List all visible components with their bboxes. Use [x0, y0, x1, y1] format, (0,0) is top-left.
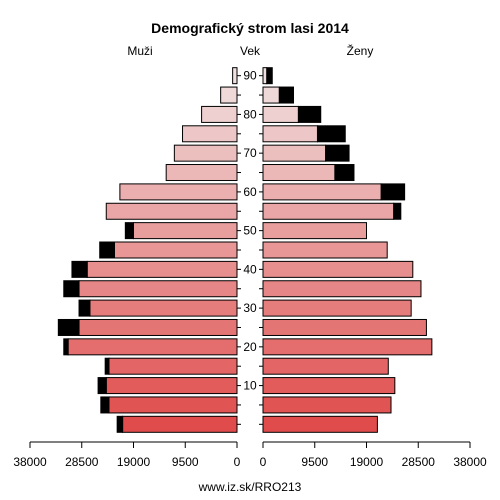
female-excess-bar-75-79: [316, 125, 346, 143]
female-bar-70-74: [262, 144, 327, 162]
male-bar-70-74: [173, 144, 238, 162]
male-excess-bar-30-34: [78, 299, 91, 317]
axes-layer: 38000 28500 19000 9500 0 0 9500 19000 28500 38000…: [13, 69, 487, 469]
male-bar-45-49: [113, 241, 238, 259]
age-tick-label: 20: [243, 340, 257, 354]
left-label: Muži: [127, 44, 152, 58]
female-excess-bar-65-69: [334, 164, 355, 182]
male-bar-55-59: [105, 202, 238, 220]
male-bar-30-34: [89, 299, 238, 317]
female-bar-15-19: [262, 357, 389, 375]
age-tick-label: 10: [243, 379, 257, 393]
male-bar-85-89: [220, 86, 238, 104]
right-label: Ženy: [347, 43, 374, 58]
age-tick-label: 90: [243, 69, 257, 83]
right-x-tick-label: 28500: [402, 455, 436, 469]
right-x-tick-label: 38000: [453, 455, 487, 469]
male-bar-35-39: [78, 280, 238, 298]
male-excess-bar-20-24: [63, 338, 69, 356]
female-excess-bar-85-89: [278, 86, 295, 104]
right-x-tick-label: 9500: [301, 455, 328, 469]
female-bar-55-59: [262, 202, 395, 220]
female-bar-60-64: [262, 183, 382, 201]
female-bar-85-89: [262, 86, 280, 104]
age-tick-label: 60: [243, 185, 257, 199]
source-label: www.iz.sk/RRO213: [198, 480, 302, 494]
male-excess-bar-25-29: [57, 318, 80, 336]
left-x-tick-label: 38000: [13, 455, 47, 469]
female-bar-50-54: [262, 222, 367, 240]
female-bar-5-9: [262, 396, 392, 414]
male-excess-bar-50-54: [124, 222, 135, 240]
female-bar-90+: [262, 67, 268, 85]
female-bar-75-79: [262, 125, 318, 143]
male-bar-5-9: [108, 396, 238, 414]
female-bar-0-4: [262, 415, 378, 433]
male-excess-bar-35-39: [63, 280, 80, 298]
female-bar-65-69: [262, 164, 336, 182]
female-excess-bar-80-84: [297, 105, 322, 123]
male-excess-bar-10-14: [97, 377, 107, 395]
female-bar-45-49: [262, 241, 388, 259]
male-excess-bar-0-4: [116, 415, 124, 433]
female-excess-bar-60-64: [380, 183, 406, 201]
male-excess-bar-45-49: [99, 241, 115, 259]
age-tick-label: 50: [243, 224, 257, 238]
left-x-tick-label: 19000: [117, 455, 151, 469]
male-bar-65-69: [165, 164, 238, 182]
female-bar-25-29: [262, 318, 427, 336]
male-bar-10-14: [105, 377, 238, 395]
age-tick-label: 30: [243, 301, 257, 315]
male-excess-bar-40-44: [71, 260, 88, 278]
right-x-tick-label: 0: [260, 455, 267, 469]
female-bar-10-14: [262, 377, 396, 395]
center-label: Vek: [240, 44, 261, 58]
male-bar-80-84: [201, 105, 238, 123]
left-x-tick-label: 0: [234, 455, 241, 469]
female-bar-20-24: [262, 338, 433, 356]
age-tick-label: 70: [243, 146, 257, 160]
male-bar-25-29: [78, 318, 238, 336]
left-x-tick-label: 9500: [172, 455, 199, 469]
male-bar-0-4: [122, 415, 238, 433]
bars-layer: [57, 67, 433, 433]
chart-title: Demografický strom lasi 2014: [151, 20, 349, 36]
female-bar-80-84: [262, 105, 299, 123]
left-x-tick-label: 28500: [65, 455, 99, 469]
male-bar-60-64: [119, 183, 238, 201]
male-bar-40-44: [86, 260, 238, 278]
age-tick-label: 40: [243, 262, 257, 276]
male-bar-90+: [232, 67, 238, 85]
age-tick-label: 80: [243, 107, 257, 121]
female-excess-bar-70-74: [325, 144, 350, 162]
male-bar-75-79: [182, 125, 238, 143]
male-bar-15-19: [108, 357, 238, 375]
male-excess-bar-15-19: [104, 357, 110, 375]
male-bar-50-54: [133, 222, 238, 240]
female-excess-bar-55-59: [393, 202, 402, 220]
male-bar-20-24: [67, 338, 238, 356]
right-x-tick-label: 19000: [350, 455, 384, 469]
female-excess-bar-90+: [266, 67, 273, 85]
male-excess-bar-5-9: [100, 396, 110, 414]
female-bar-35-39: [262, 280, 422, 298]
female-bar-40-44: [262, 260, 414, 278]
female-bar-30-34: [262, 299, 412, 317]
